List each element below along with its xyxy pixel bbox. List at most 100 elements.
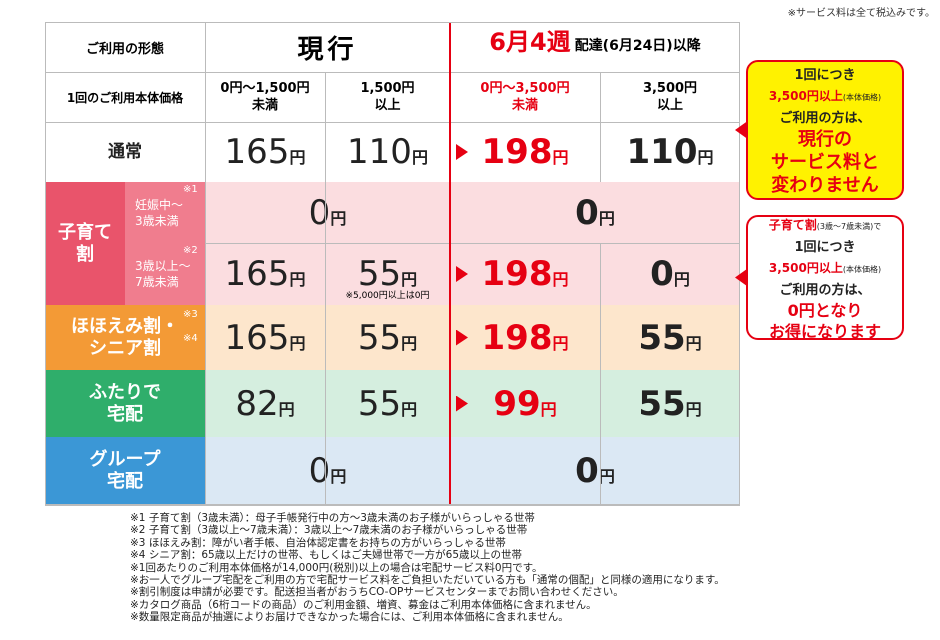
row-label-line: 宅配 [107, 403, 143, 425]
value-cell: 110 円 [325, 122, 450, 182]
value-cell: 198 円 [450, 305, 600, 370]
callout-text: サービス料と [771, 151, 879, 173]
sub-label-line: 3歳以上～ [135, 259, 191, 273]
amount-number: 55 [638, 317, 686, 358]
grid-line [45, 72, 740, 73]
amount-number: 110 [626, 132, 698, 172]
amount-number: 165 [224, 254, 290, 294]
amount-unit: 円 [330, 467, 347, 486]
sub-label-line: 妊娠中～ [135, 197, 184, 212]
type-label: ご利用の形態 [85, 41, 164, 57]
amount-unit: 円 [552, 148, 569, 167]
row-label-line: 子育て [58, 221, 112, 243]
callout-line: 変わりません [771, 174, 878, 197]
sub-label: 3歳以上～ 7歳未満 [125, 243, 205, 305]
row-label: ほほえみ割・ シニア割 [45, 305, 205, 370]
value-cell: 110 円 [600, 122, 740, 182]
new-cell: 6月4週 配達(6月24日)以降 [450, 22, 740, 72]
amount-number: 0 [650, 254, 674, 294]
callout-text: お得になります [768, 321, 881, 341]
footnote: ※1回あたりのご利用本体価格が14,000円(税別)以上の場合は宅配サービス料0… [130, 561, 543, 574]
amount-unit: 円 [289, 148, 306, 167]
sub-label-line: 7歳未満 [135, 275, 179, 289]
value-cell: 165 円 [205, 243, 325, 305]
amount-number: 55 [357, 317, 402, 358]
ref-mark: ※2 [183, 245, 198, 256]
price-col: 1,500円 以上 [325, 72, 450, 122]
sub-label: 妊娠中～ 3歳未満 [125, 182, 205, 243]
amount-unit: 円 [552, 333, 569, 353]
footnote: ※3 ほほえみ割：障がい者手帳、自治体認定書をお持ちの方がいらっしゃる世帯 [130, 536, 506, 549]
callout-line: 1回につき [794, 236, 855, 257]
value-cell: 165 円 [205, 305, 325, 370]
outline [45, 22, 740, 505]
callout-line: 現行の [798, 128, 852, 151]
callout-text: ご利用の方は、 [779, 110, 871, 126]
row-label-line: 通常 [108, 142, 142, 162]
amount-unit: 円 [289, 333, 306, 353]
price-line: 3,500円 [642, 81, 698, 96]
callout-text: (本体価格) [842, 92, 882, 102]
amount-unit: 円 [685, 333, 702, 353]
amount-unit: 円 [411, 148, 428, 167]
grid-line [600, 243, 601, 505]
callout-line: ご利用の方は、 [779, 279, 870, 300]
row-label-line: ほほえみ割・ [71, 315, 179, 337]
footnote: ※4 シニア割：65歳以上だけの世帯、もしくはご夫婦世帯で一方が65歳以上の世帯 [130, 549, 523, 562]
amount: 55 円 [638, 318, 701, 358]
callout-text: 子育て割 [768, 217, 817, 232]
grid-line [600, 72, 601, 182]
value-cell: 198 円 [450, 122, 600, 182]
amount-number: 0 [575, 451, 599, 491]
amount-number: 0 [308, 192, 331, 233]
amount-number: 55 [357, 383, 402, 424]
type-label-cell: ご利用の形態 [45, 22, 205, 72]
callout-text: ご利用の方は、 [779, 282, 871, 298]
row-bg [205, 122, 740, 182]
amount: 198 円 [482, 254, 569, 294]
amount-unit: 円 [598, 467, 615, 486]
divider [449, 22, 451, 505]
grid-line [325, 243, 326, 505]
footnote: ※お一人でグループ宅配をご利用の方で宅配サービス料をご負担いただいている方も「通… [130, 574, 725, 587]
callout-text: 3,500円以上 [768, 88, 843, 103]
price-line: 1,500円 [360, 81, 415, 96]
grid-line [125, 243, 740, 244]
row-label-line: グループ [89, 449, 161, 470]
callout-text: (3歳～7歳未満)で [816, 221, 882, 231]
amount-unit: 円 [401, 333, 418, 353]
footnote: ※カタログ商品（6桁コードの商品）のご利用金額、増資、募金はご利用本体価格に含ま… [130, 598, 597, 611]
price-line: 以上 [656, 98, 683, 113]
callout-text: (本体価格) [842, 264, 882, 274]
value-cell: 55 円 [325, 243, 450, 305]
price-label: 1回のご利用本体価格 [66, 90, 184, 105]
amount: 110 円 [347, 132, 428, 172]
ref-mark: ※4 [183, 333, 198, 344]
amount-unit: 円 [552, 270, 569, 289]
callout-text: 1回につき [794, 67, 856, 83]
footnote: ※1 子育て割（3歳未満）：母子手帳発行中の方～3歳未満のお子様がいらっしゃる世… [130, 512, 535, 524]
price-col: 3,500円 以上 [600, 72, 740, 122]
callout-line: 0円となり [788, 300, 863, 321]
callout-text: 3,500円以上 [768, 260, 843, 275]
callout-line: ご利用の方は、 [779, 107, 870, 128]
amount-unit: 円 [289, 270, 306, 289]
amount-number: 198 [481, 132, 553, 172]
amount: 198 円 [482, 132, 569, 172]
amount-unit: 円 [330, 208, 347, 228]
new-week: 6月4週 [489, 28, 571, 56]
amount: 99 円 [493, 384, 556, 424]
grid-line [45, 505, 740, 506]
note-box: ※サービス料は全て税込みです。 [700, 2, 935, 20]
amount-unit: 円 [540, 399, 557, 419]
row-bg [205, 370, 740, 437]
value-cell: 55 円 [600, 370, 740, 437]
value-cell: 82 円 [205, 370, 325, 437]
amount: 198 円 [482, 318, 569, 358]
callout-line: 3,500円以上(本体価格) [769, 85, 881, 107]
